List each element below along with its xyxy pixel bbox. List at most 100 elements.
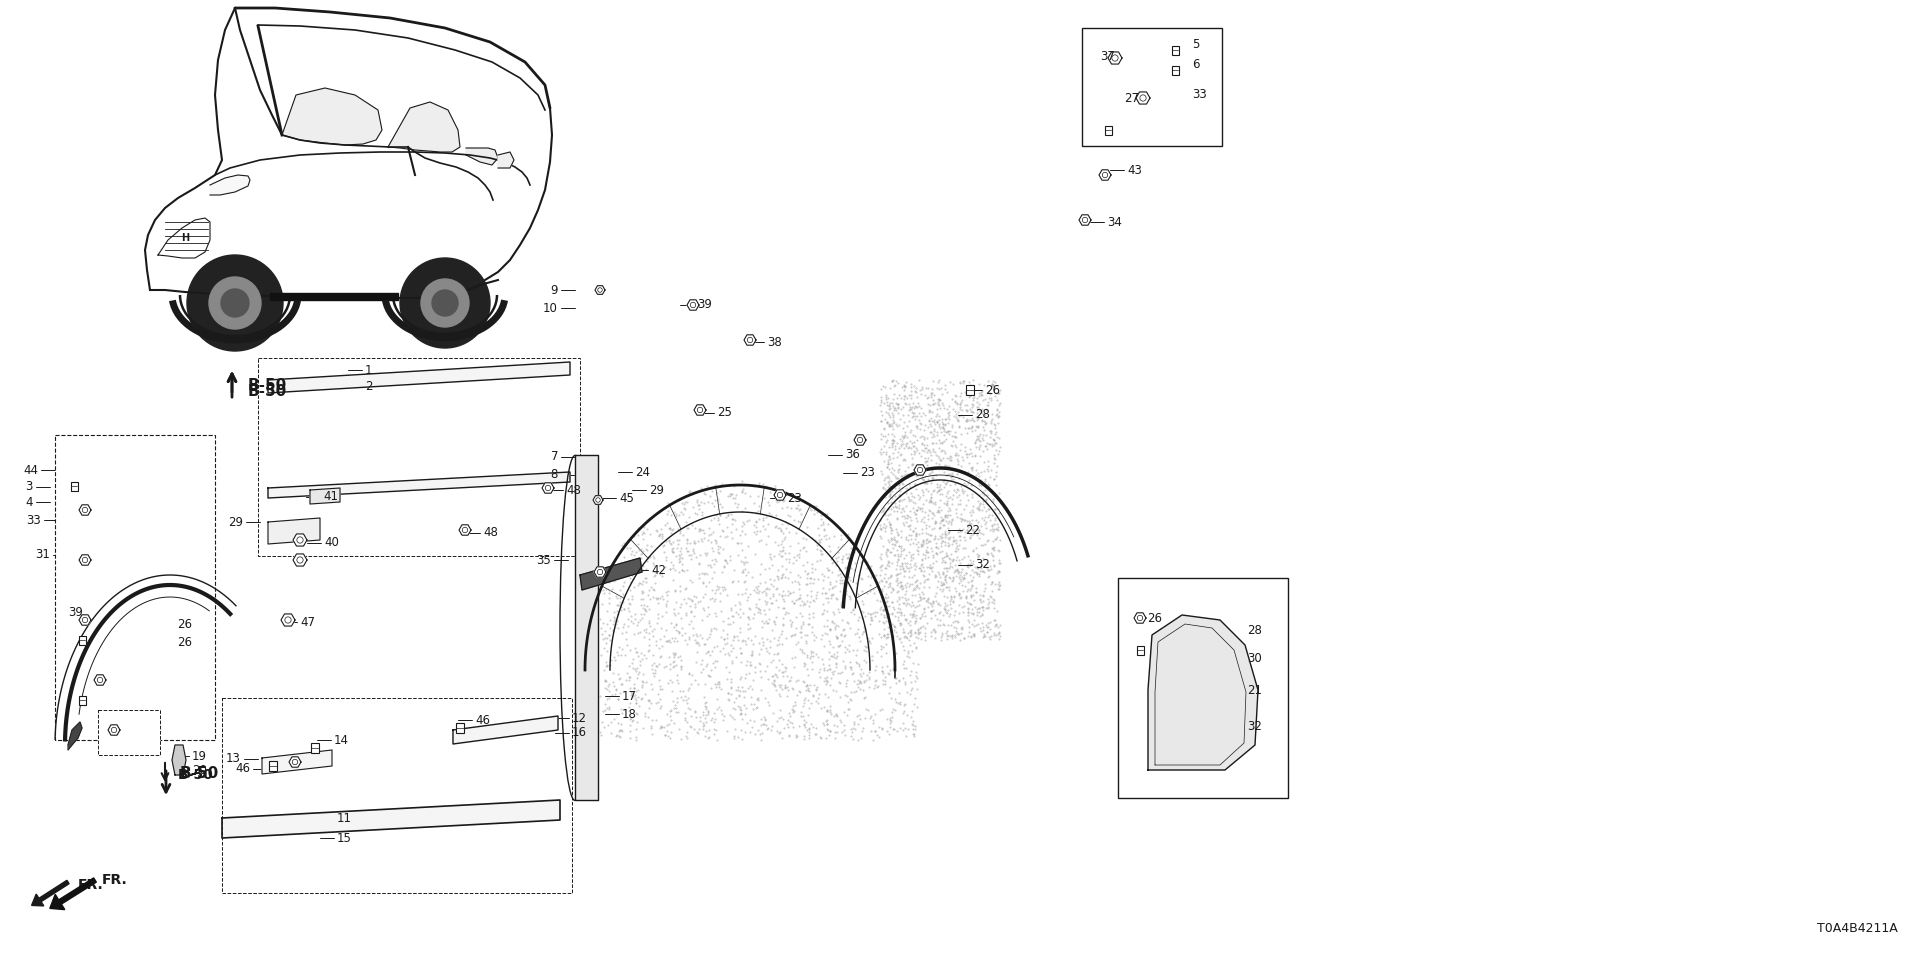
Polygon shape bbox=[497, 152, 515, 168]
Bar bbox=[223, 698, 572, 893]
Polygon shape bbox=[280, 614, 296, 626]
Polygon shape bbox=[467, 148, 497, 165]
Text: 37: 37 bbox=[1100, 51, 1116, 63]
Polygon shape bbox=[593, 566, 607, 577]
Polygon shape bbox=[745, 335, 756, 346]
Text: 15: 15 bbox=[338, 831, 351, 845]
Text: 26: 26 bbox=[985, 383, 1000, 396]
Text: 20: 20 bbox=[192, 763, 207, 777]
Circle shape bbox=[186, 255, 282, 351]
Polygon shape bbox=[541, 483, 555, 493]
Polygon shape bbox=[79, 505, 90, 516]
Polygon shape bbox=[687, 300, 699, 310]
Text: 28: 28 bbox=[975, 409, 991, 421]
Bar bbox=[1171, 46, 1179, 55]
Text: 8: 8 bbox=[551, 468, 559, 482]
Bar bbox=[966, 385, 973, 395]
Text: 33: 33 bbox=[1192, 88, 1208, 102]
Polygon shape bbox=[261, 750, 332, 774]
Text: 33: 33 bbox=[27, 514, 40, 526]
Text: H: H bbox=[180, 233, 188, 243]
Text: T0A4B4211A: T0A4B4211A bbox=[1816, 922, 1899, 935]
Text: 45: 45 bbox=[618, 492, 634, 505]
Polygon shape bbox=[94, 675, 106, 685]
Text: 19: 19 bbox=[192, 750, 207, 762]
Circle shape bbox=[209, 277, 261, 329]
Text: 26: 26 bbox=[1146, 612, 1162, 625]
Text: 12: 12 bbox=[572, 711, 588, 725]
Polygon shape bbox=[79, 614, 90, 625]
Polygon shape bbox=[309, 488, 340, 504]
Text: 18: 18 bbox=[622, 708, 637, 721]
Text: 13: 13 bbox=[227, 753, 242, 765]
Polygon shape bbox=[269, 472, 570, 498]
Text: B-50: B-50 bbox=[180, 765, 219, 780]
Polygon shape bbox=[209, 175, 250, 195]
Polygon shape bbox=[269, 518, 321, 544]
Polygon shape bbox=[1079, 215, 1091, 226]
Text: 3: 3 bbox=[25, 481, 33, 493]
Bar bbox=[1137, 646, 1144, 655]
Circle shape bbox=[399, 258, 490, 348]
Polygon shape bbox=[1135, 612, 1146, 623]
Circle shape bbox=[221, 289, 250, 317]
Polygon shape bbox=[290, 756, 301, 767]
Bar bbox=[56, 435, 215, 740]
Bar bbox=[457, 723, 465, 733]
Text: 47: 47 bbox=[300, 615, 315, 629]
Polygon shape bbox=[271, 293, 397, 300]
Polygon shape bbox=[108, 725, 119, 735]
Text: 9: 9 bbox=[551, 283, 559, 297]
Text: 23: 23 bbox=[860, 467, 876, 479]
Polygon shape bbox=[574, 455, 597, 800]
Text: 46: 46 bbox=[234, 762, 250, 776]
Polygon shape bbox=[453, 716, 559, 744]
Bar bbox=[1117, 578, 1288, 798]
Text: 24: 24 bbox=[636, 466, 651, 478]
Polygon shape bbox=[459, 525, 470, 535]
Text: 31: 31 bbox=[35, 548, 50, 562]
Bar bbox=[1171, 66, 1179, 75]
Polygon shape bbox=[914, 465, 925, 475]
Text: 25: 25 bbox=[716, 406, 732, 420]
Text: 26: 26 bbox=[177, 636, 192, 649]
Polygon shape bbox=[294, 534, 307, 546]
Text: 48: 48 bbox=[566, 484, 582, 496]
Text: B-50: B-50 bbox=[248, 377, 288, 393]
Text: 27: 27 bbox=[1123, 91, 1139, 105]
Polygon shape bbox=[774, 490, 785, 500]
Text: 10: 10 bbox=[543, 301, 559, 315]
Polygon shape bbox=[388, 102, 461, 152]
Polygon shape bbox=[157, 218, 209, 258]
Text: 23: 23 bbox=[787, 492, 803, 505]
Text: B-50: B-50 bbox=[179, 768, 213, 782]
Text: 35: 35 bbox=[536, 554, 551, 566]
Polygon shape bbox=[1108, 52, 1121, 64]
Text: 17: 17 bbox=[622, 689, 637, 703]
Text: 43: 43 bbox=[1127, 163, 1142, 177]
Polygon shape bbox=[269, 362, 570, 393]
Bar bbox=[269, 761, 276, 771]
Text: 34: 34 bbox=[1108, 215, 1121, 228]
FancyArrow shape bbox=[50, 877, 96, 910]
Text: 7: 7 bbox=[551, 450, 559, 464]
Text: 11: 11 bbox=[338, 811, 351, 825]
Text: 44: 44 bbox=[23, 464, 38, 476]
Circle shape bbox=[420, 279, 468, 327]
Text: 1: 1 bbox=[365, 364, 372, 376]
Text: 29: 29 bbox=[649, 484, 664, 496]
Text: 39: 39 bbox=[67, 606, 83, 618]
Text: 22: 22 bbox=[966, 523, 979, 537]
Text: FR.: FR. bbox=[79, 878, 104, 892]
Text: FR.: FR. bbox=[102, 873, 129, 887]
Text: 14: 14 bbox=[334, 733, 349, 747]
Polygon shape bbox=[693, 405, 707, 415]
Text: 32: 32 bbox=[1246, 719, 1261, 732]
Text: 2: 2 bbox=[365, 379, 372, 393]
Text: 4: 4 bbox=[25, 495, 33, 509]
Polygon shape bbox=[1137, 92, 1150, 104]
Polygon shape bbox=[593, 495, 603, 504]
Polygon shape bbox=[854, 435, 866, 445]
Text: 41: 41 bbox=[323, 491, 338, 503]
Text: 5: 5 bbox=[1192, 38, 1200, 52]
